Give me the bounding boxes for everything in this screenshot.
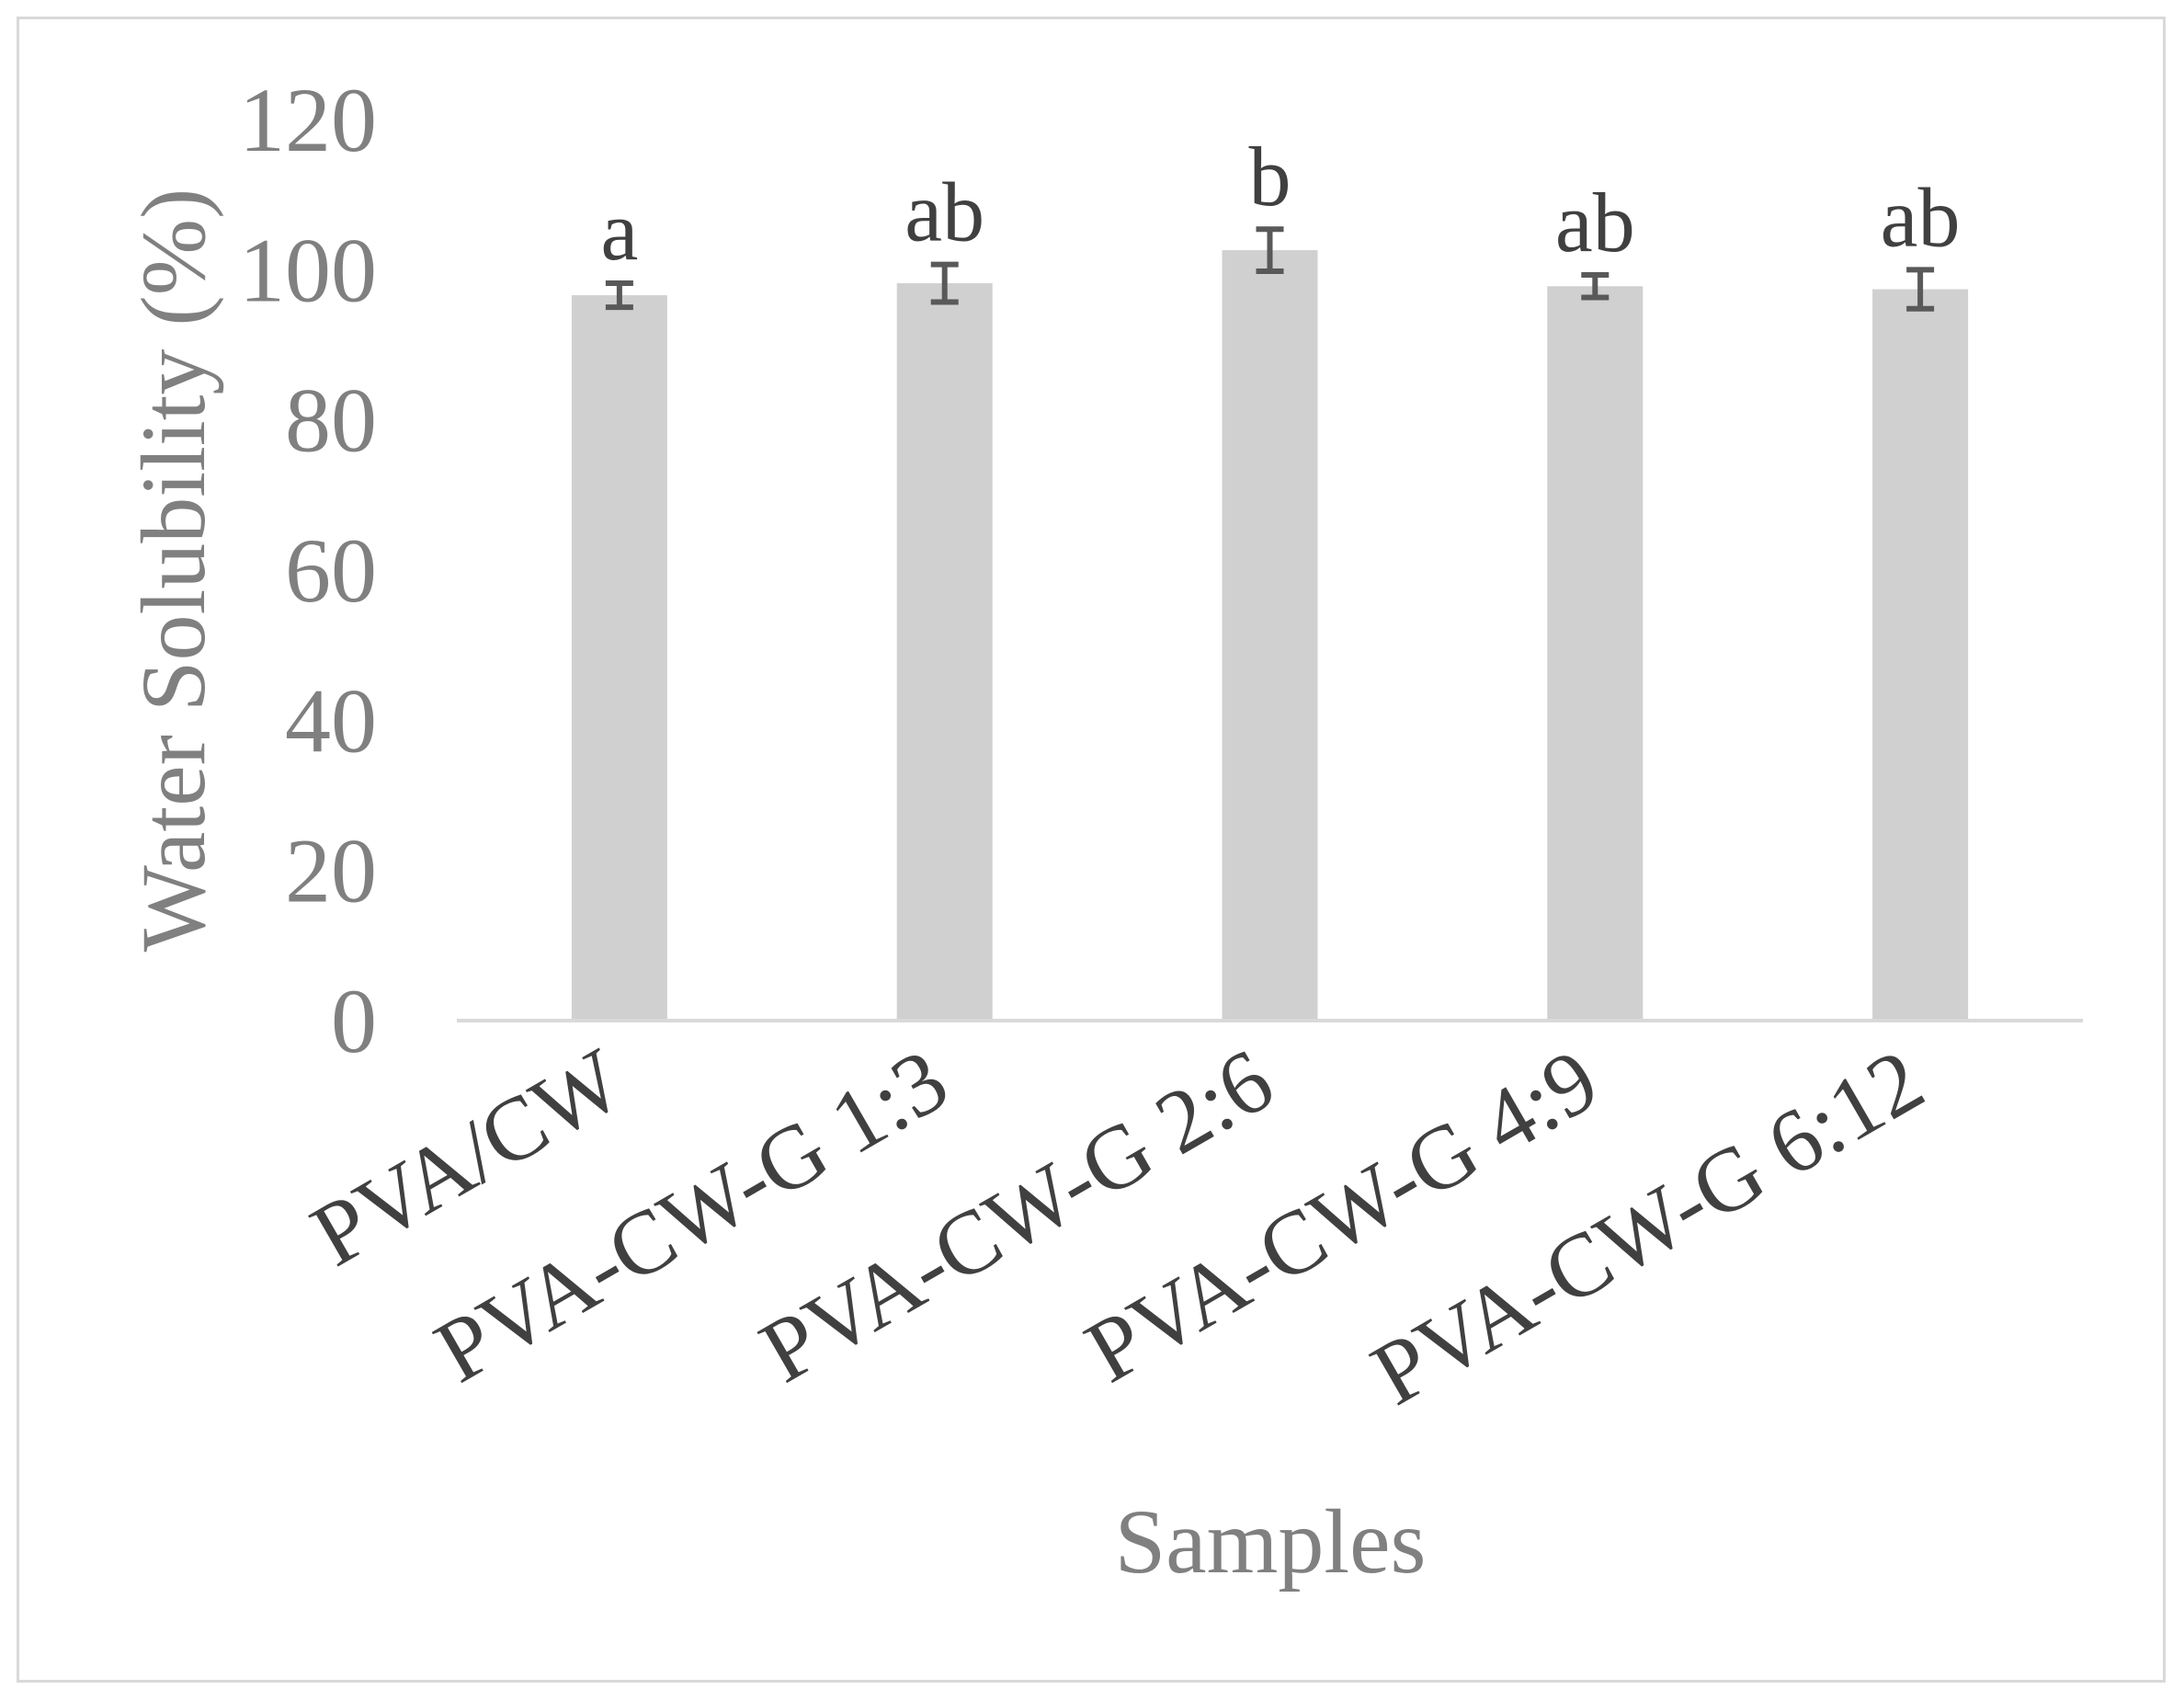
y-tick-label: 40 [285,669,377,771]
y-tick-label: 60 [285,519,377,622]
error-bars [605,226,1935,312]
bar [1872,289,1969,1022]
significance-label: ab [1881,170,1961,264]
x-category-label: PVA-CW-G 6:12 [1356,1031,1939,1425]
bar [571,295,667,1022]
chart-frame [17,17,2166,1683]
y-axis-ticks: 0 20 40 60 80 100 120 [239,69,377,1072]
significance-label: b [1249,130,1291,223]
y-tick-label: 0 [331,970,377,1072]
y-tick-label: 20 [285,820,377,922]
bar [1547,286,1644,1021]
bar [1222,250,1318,1022]
y-axis-title: Water Solubility (%) [122,188,224,953]
bar [896,283,993,1021]
x-axis-title: Samples [1115,1490,1427,1593]
y-tick-label: 80 [285,370,377,472]
significance-label: ab [904,166,984,259]
significance-label: a [600,184,638,278]
bars [571,250,1969,1022]
significance-label: ab [1555,176,1635,269]
y-tick-label: 100 [239,219,377,321]
significance-labels: a ab b ab ab [600,130,1960,278]
y-tick-label: 120 [239,69,377,171]
